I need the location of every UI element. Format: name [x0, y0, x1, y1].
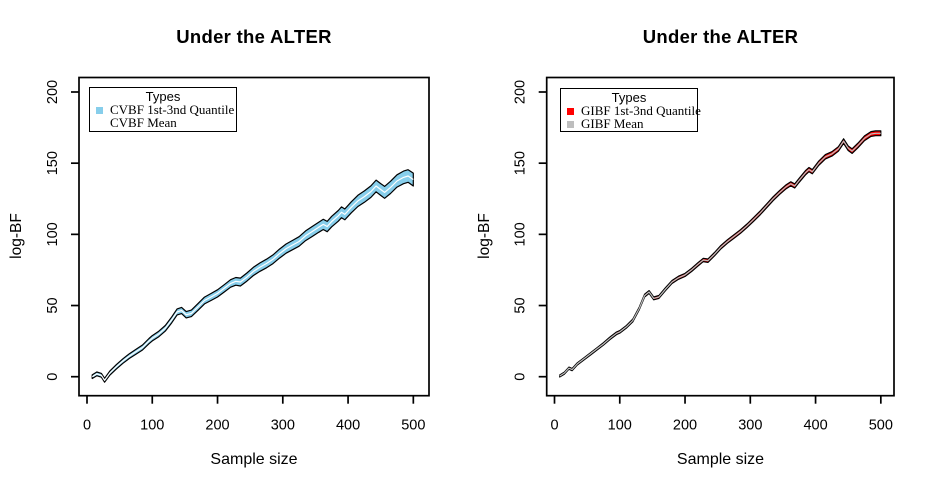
y-tick-label: 200 [513, 80, 529, 104]
y-tick-label: 0 [45, 373, 61, 381]
right-legend: Types GIBF 1st-3nd Quantile GIBF Mean [560, 88, 701, 132]
left-legend: Types CVBF 1st-3nd Quantile CVBF Mean [89, 87, 237, 132]
gibf-quantile-swatch [567, 107, 574, 115]
y-tick-label: 100 [45, 222, 61, 246]
x-tick-label: 100 [608, 418, 632, 434]
x-tick-label: 200 [205, 418, 229, 434]
y-tick-label: 150 [513, 151, 529, 175]
legend-row: CVBF 1st-3nd Quantile [90, 102, 236, 117]
cvbf-quantile-swatch [96, 106, 103, 114]
right-legend-title: Types [611, 90, 647, 105]
x-tick-label: 400 [336, 418, 360, 434]
mean-line [559, 132, 881, 377]
x-tick-label: 100 [140, 418, 164, 434]
legend-row: CVBF Mean [90, 115, 236, 130]
y-tick-label: 150 [45, 151, 61, 175]
plot-box [78, 76, 430, 397]
x-tick-label: 500 [401, 418, 425, 434]
y-tick-label: 200 [45, 80, 61, 104]
right-y-axis-label: log-BF [476, 213, 493, 259]
legend-row: GIBF 1st-3nd Quantile [561, 104, 701, 117]
left-x-axis-label: Sample size [210, 451, 298, 468]
left-plot: 0 100 200 300 400 500 0 50 100 150 200 [45, 76, 430, 434]
right-x-axis-label: Sample size [676, 451, 765, 468]
quantile-band [91, 169, 414, 383]
right-plot: 0 100 200 300 400 500 0 50 100 150 200 [513, 76, 895, 434]
y-tick-label: 100 [513, 222, 529, 246]
left-plot-title: Under the ALTER [176, 26, 332, 47]
legend-entry-label: CVBF 1st-3nd Quantile [110, 102, 235, 117]
legend-entry-label: GIBF 1st-3nd Quantile [581, 103, 701, 118]
legend-entry-label: CVBF Mean [110, 115, 177, 130]
gibf-mean-swatch [567, 120, 574, 128]
x-tick-label: 300 [271, 418, 295, 434]
x-tick-label: 200 [673, 418, 697, 434]
legend-entry-label: GIBF Mean [581, 116, 644, 131]
y-tick-label: 50 [513, 297, 529, 313]
right-plot-title: Under the ALTER [642, 26, 799, 47]
y-tick-label: 0 [513, 373, 529, 381]
plot-box [545, 76, 895, 397]
x-tick-label: 400 [803, 418, 827, 434]
cvbf-mean-swatch [96, 119, 103, 127]
legend-row: GIBF Mean [561, 116, 697, 131]
x-tick-label: 300 [738, 418, 762, 434]
y-tick-label: 50 [45, 297, 61, 313]
x-tick-label: 500 [869, 418, 893, 434]
mean-line [91, 175, 414, 381]
left-y-axis-label: log-BF [8, 213, 25, 259]
x-tick-label: 0 [83, 418, 91, 434]
left-legend-title: Types [145, 89, 181, 104]
x-tick-label: 0 [550, 418, 558, 434]
